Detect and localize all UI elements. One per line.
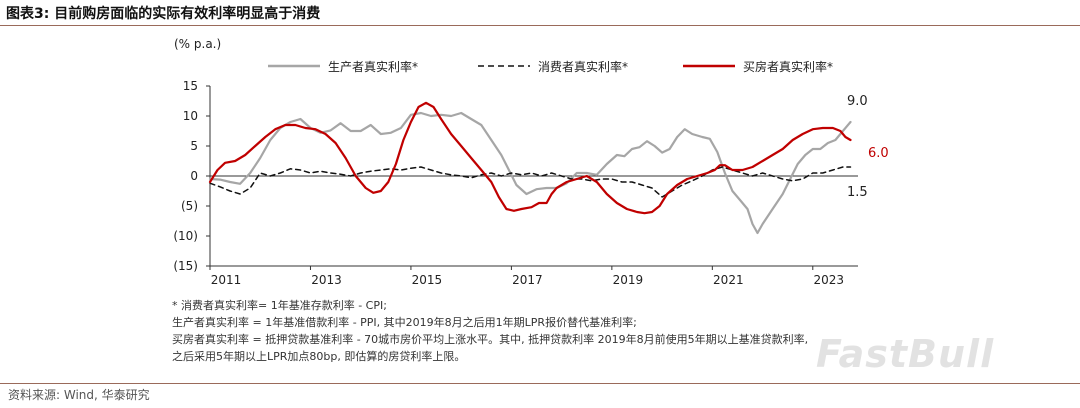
source-divider [0,383,1080,384]
chart-notes: * 消费者真实利率= 1年基准存款利率 - CPI; 生产者真实利率 = 1年基… [172,297,808,365]
x-tick-label: 2017 [512,273,543,287]
series-line [208,111,852,235]
x-tick-label: 2021 [713,273,744,287]
series-line [209,166,852,198]
y-tick-label: (15) [173,259,198,273]
y-tick-label: 5 [190,139,198,153]
title-bar: 图表3: 目前购房面临的实际有效利率明显高于消费 [0,0,1080,26]
end-value-label: 6.0 [868,146,889,161]
watermark-logo: FastBull [816,332,995,376]
legend-label: 生产者真实利率* [328,59,418,74]
note-line: 买房者真实利率 = 抵押贷款基准利率 - 70城市房价平均上涨水平。其中, 抵押… [172,333,809,346]
series-line [208,101,852,215]
note-line: * 消费者真实利率= 1年基准存款利率 - CPI; [172,299,387,312]
y-unit-label: (% p.a.) [174,37,221,51]
x-tick-label: 2023 [814,273,845,287]
page-title: 图表3: 目前购房面临的实际有效利率明显高于消费 [6,6,321,22]
line-chart: (% p.a.) 15 10 5 0 (5) (10) (15) 2011 2013 2015 201… [173,37,889,287]
title-divider [0,25,1080,26]
y-tick-label: 0 [190,169,198,183]
legend-label: 买房者真实利率* [743,59,833,74]
y-tick-label: (10) [173,229,198,243]
x-tick-label: 2011 [211,273,242,287]
x-tick-label: 2013 [311,273,342,287]
end-value-label: 9.0 [847,94,868,109]
y-tick-label: 15 [183,79,198,93]
note-line: 之后采用5年期以上LPR加点80bp, 即估算的房贷利率上限。 [172,350,466,363]
legend-label: 消费者真实利率* [538,59,628,74]
note-line: 生产者真实利率 = 1年基准借款利率 - PPI, 其中2019年8月之后用1年… [172,316,637,329]
x-tick-label: 2015 [412,273,443,287]
y-tick-label: 10 [183,109,198,123]
source-text: 资料来源: Wind, 华泰研究 [8,388,150,402]
y-tick-label: (5) [181,199,198,213]
end-value-label: 1.5 [847,185,868,200]
x-tick-label: 2019 [613,273,644,287]
